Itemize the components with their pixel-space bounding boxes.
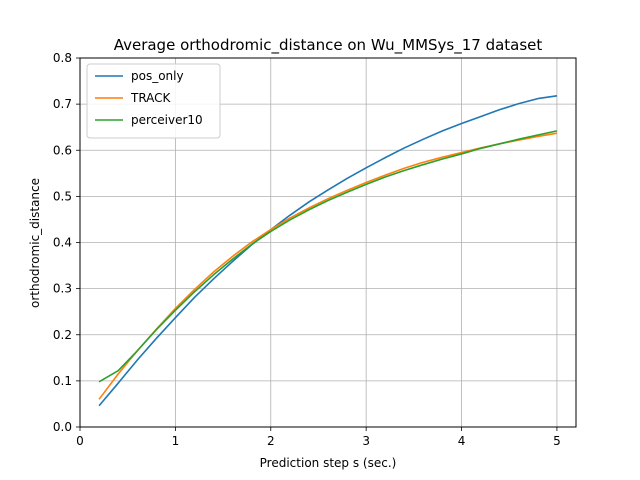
x-tick-label: 0: [76, 434, 84, 448]
y-tick-label: 0.8: [53, 51, 72, 65]
chart-title: Average orthodromic_distance on Wu_MMSys…: [114, 36, 543, 55]
x-tick-label: 3: [362, 434, 370, 448]
y-tick-label: 0.5: [53, 189, 72, 203]
y-tick-label: 0.7: [53, 97, 72, 111]
y-tick-label: 0.2: [53, 328, 72, 342]
series-line-perceiver10: [98, 130, 558, 383]
series-layer: [98, 95, 558, 407]
axis-ticks: 0 1 2 3 4 5 0.0 0.1 0.2 0.3 0.4 0.5 0.6 0.7 0.8: [53, 51, 561, 448]
legend: pos_only TRACK perceiver10: [86, 63, 221, 139]
legend-entry-label: perceiver10: [131, 113, 203, 127]
series-line-pos-only: [98, 95, 558, 407]
legend-entry-label: pos_only: [131, 69, 184, 83]
y-axis-label: orthodromic_distance: [28, 178, 42, 308]
y-tick-label: 0.3: [53, 282, 72, 296]
x-tick-label: 4: [458, 434, 466, 448]
x-tick-label: 2: [267, 434, 275, 448]
x-tick-label: 5: [553, 434, 561, 448]
legend-entry-label: TRACK: [130, 91, 172, 105]
y-tick-label: 0.6: [53, 143, 72, 157]
y-tick-label: 0.1: [53, 374, 72, 388]
y-tick-label: 0.0: [53, 420, 72, 434]
x-axis-label: Prediction step s (sec.): [260, 456, 397, 470]
x-tick-label: 1: [172, 434, 180, 448]
y-tick-label: 0.4: [53, 236, 72, 250]
